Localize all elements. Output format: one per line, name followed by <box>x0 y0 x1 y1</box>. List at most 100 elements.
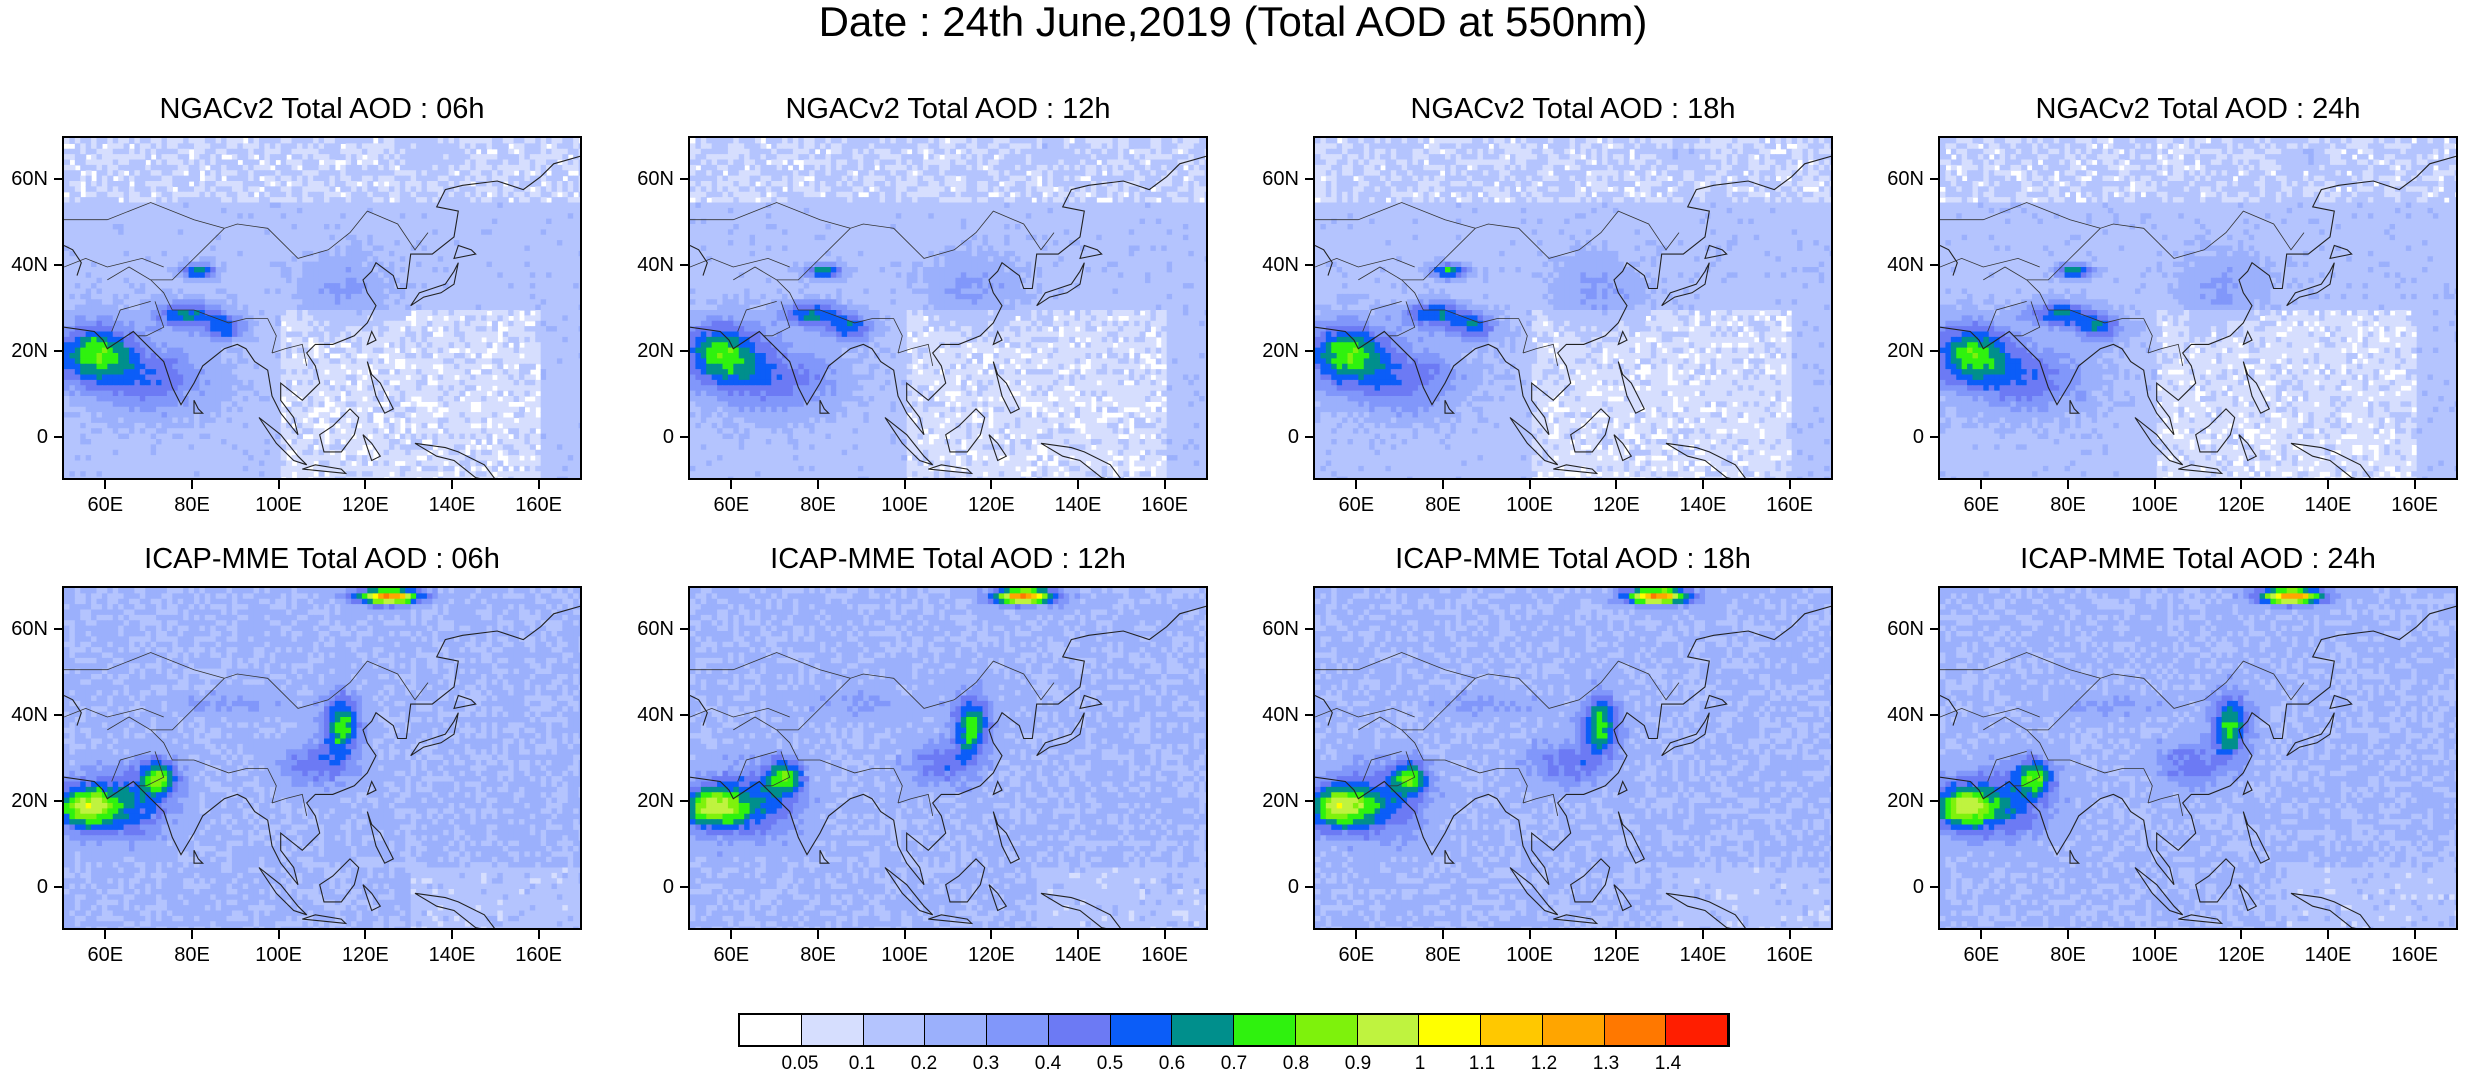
lon-tick <box>904 480 906 489</box>
lat-tick <box>54 886 62 888</box>
panel-title: ICAP-MME Total AOD : 18h <box>1293 542 1853 576</box>
lon-tick <box>538 930 540 939</box>
lat-tick <box>1305 714 1313 716</box>
latitude-label: 60N <box>0 618 48 640</box>
aod-map-panel <box>1313 586 1833 930</box>
colorbar-swatch <box>1605 1015 1667 1045</box>
lon-tick <box>990 930 992 939</box>
longitude-label: 100E <box>2120 494 2190 516</box>
latitude-label: 60N <box>1868 618 1924 640</box>
lon-tick <box>278 930 280 939</box>
lat-tick <box>1930 886 1938 888</box>
latitude-label: 0 <box>618 426 674 448</box>
longitude-label: 80E <box>783 944 853 966</box>
lon-tick <box>2327 480 2329 489</box>
lon-tick <box>1615 480 1617 489</box>
longitude-label: 80E <box>783 494 853 516</box>
lon-tick <box>451 930 453 939</box>
latitude-label: 60N <box>618 618 674 640</box>
longitude-label: 140E <box>1043 944 1113 966</box>
lon-tick <box>2327 930 2329 939</box>
lon-tick <box>278 480 280 489</box>
aod-field <box>690 588 1208 930</box>
colorbar-label: 0.1 <box>837 1054 887 1074</box>
lon-tick <box>730 480 732 489</box>
longitude-label: 80E <box>1408 494 1478 516</box>
lon-tick <box>1355 480 1357 489</box>
longitude-label: 100E <box>1495 494 1565 516</box>
latitude-label: 0 <box>1868 426 1924 448</box>
aod-field <box>1940 138 2458 480</box>
longitude-label: 120E <box>330 494 400 516</box>
longitude-label: 120E <box>956 494 1026 516</box>
latitude-label: 60N <box>0 168 48 190</box>
lon-tick <box>2067 930 2069 939</box>
lon-tick <box>1077 480 1079 489</box>
colorbar-label: 0.4 <box>1023 1054 1073 1074</box>
latitude-label: 20N <box>618 790 674 812</box>
longitude-label: 140E <box>417 944 487 966</box>
colorbar-swatch <box>864 1015 926 1045</box>
longitude-label: 160E <box>1755 944 1825 966</box>
lon-tick <box>730 930 732 939</box>
lat-tick <box>54 436 62 438</box>
latitude-label: 60N <box>618 168 674 190</box>
lon-tick <box>1789 930 1791 939</box>
lon-tick <box>2414 480 2416 489</box>
colorbar-swatch <box>1666 1015 1728 1045</box>
lon-tick <box>1442 930 1444 939</box>
lon-tick <box>1980 480 1982 489</box>
lon-tick <box>104 930 106 939</box>
longitude-label: 120E <box>330 944 400 966</box>
longitude-label: 120E <box>2206 494 2276 516</box>
longitude-label: 60E <box>696 494 766 516</box>
lon-tick <box>2240 480 2242 489</box>
longitude-label: 160E <box>1130 944 1200 966</box>
lat-tick <box>54 350 62 352</box>
lon-tick <box>1442 480 1444 489</box>
colorbar-swatch <box>1481 1015 1543 1045</box>
latitude-label: 60N <box>1868 168 1924 190</box>
lon-tick <box>1529 930 1531 939</box>
lon-tick <box>2067 480 2069 489</box>
panel-title: NGACv2 Total AOD : 12h <box>668 92 1228 126</box>
longitude-label: 100E <box>870 944 940 966</box>
latitude-label: 40N <box>0 254 48 276</box>
latitude-label: 40N <box>1243 254 1299 276</box>
lat-tick <box>1305 350 1313 352</box>
lon-tick <box>1702 930 1704 939</box>
lon-tick <box>1615 930 1617 939</box>
latitude-label: 20N <box>0 790 48 812</box>
longitude-label: 140E <box>1668 494 1738 516</box>
lat-tick <box>1305 436 1313 438</box>
latitude-label: 20N <box>0 340 48 362</box>
lat-tick <box>680 628 688 630</box>
longitude-label: 120E <box>1581 944 1651 966</box>
colorbar-label: 0.2 <box>899 1054 949 1074</box>
colorbar-swatch <box>1358 1015 1420 1045</box>
colorbar-swatch <box>1111 1015 1173 1045</box>
colorbar-swatch <box>1172 1015 1234 1045</box>
lat-tick <box>1930 350 1938 352</box>
lat-tick <box>680 436 688 438</box>
figure-title: Date : 24th June,2019 (Total AOD at 550n… <box>0 0 2466 44</box>
colorbar-swatch <box>1543 1015 1605 1045</box>
lon-tick <box>1702 480 1704 489</box>
lat-tick <box>1305 800 1313 802</box>
panel-title: NGACv2 Total AOD : 18h <box>1293 92 1853 126</box>
latitude-label: 20N <box>1868 790 1924 812</box>
lat-tick <box>54 264 62 266</box>
latitude-label: 0 <box>0 426 48 448</box>
longitude-label: 60E <box>1321 944 1391 966</box>
longitude-label: 140E <box>2293 494 2363 516</box>
latitude-label: 60N <box>1243 618 1299 640</box>
longitude-label: 60E <box>70 944 140 966</box>
lon-tick <box>2154 480 2156 489</box>
latitude-label: 40N <box>1868 254 1924 276</box>
lat-tick <box>54 800 62 802</box>
aod-map-panel <box>1938 136 2458 480</box>
colorbar <box>738 1013 1730 1047</box>
lon-tick <box>904 930 906 939</box>
colorbar-label: 0.5 <box>1085 1054 1135 1074</box>
colorbar-label: 1.4 <box>1643 1054 1693 1074</box>
